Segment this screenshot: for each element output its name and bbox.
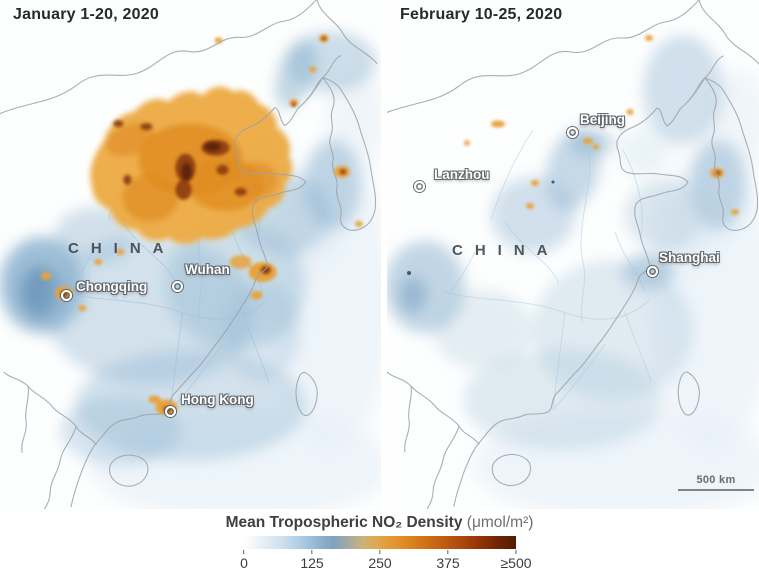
map-panel-february: February 10-25, 2020 CHINA Lanzhou Beiji… (387, 0, 759, 509)
tick-mark (243, 550, 245, 554)
scale-bar: 500 km (678, 474, 754, 491)
colorbar-ticks: 0 125 250 375 ≥500 (240, 549, 532, 573)
tick-label: 375 (436, 555, 460, 571)
tick-label: 0 (240, 555, 248, 571)
city-label-beijing: Beijing (580, 112, 626, 127)
city-marker-shanghai (647, 266, 658, 277)
colorbar-tick-375: 375 (436, 549, 460, 571)
city-label-chongqing: Chongqing (76, 279, 148, 294)
tick-label: 125 (300, 555, 324, 571)
city-label-lanzhou: Lanzhou (434, 167, 490, 182)
colorbar: 0 125 250 375 ≥500 (240, 536, 532, 573)
tick-mark (447, 550, 449, 554)
city-label-wuhan: Wuhan (185, 262, 230, 277)
city-marker-hong-kong (165, 406, 176, 417)
city-label-shanghai: Shanghai (659, 250, 720, 265)
colorbar-tick-250: 250 (368, 549, 392, 571)
map-february (387, 0, 759, 509)
no2-pollution-layer (407, 35, 739, 275)
city-marker-chongqing (61, 290, 72, 301)
colorbar-tick-0: 0 (240, 549, 248, 571)
city-label-hong-kong: Hong Kong (181, 392, 254, 407)
legend-title-text: Mean Tropospheric NO₂ Density (225, 514, 463, 531)
country-label-china-right: CHINA (452, 242, 560, 259)
no2-blue-haze-layer (387, 35, 746, 450)
no2-pollution-layer (41, 34, 363, 416)
legend-title: Mean Tropospheric NO₂ Density (μmol/m²) (0, 514, 759, 532)
scale-bar-label: 500 km (696, 474, 736, 486)
city-marker-wuhan (172, 281, 183, 292)
tick-label: ≥500 (500, 555, 532, 571)
colorbar-gradient (244, 536, 516, 549)
map-panel-january: January 1-20, 2020 CHINA Chongqing Wuhan… (0, 0, 381, 509)
city-marker-lanzhou (414, 181, 425, 192)
city-marker-beijing (567, 127, 578, 138)
country-label-china-left: CHINA (68, 240, 176, 257)
map-january (0, 0, 381, 509)
scale-bar-line (678, 489, 754, 491)
tick-label: 250 (368, 555, 392, 571)
colorbar-tick-500: ≥500 (500, 549, 532, 571)
tick-mark (379, 550, 381, 554)
panel-title-january: January 1-20, 2020 (13, 6, 159, 23)
tick-mark (515, 550, 517, 554)
legend-units: (μmol/m²) (466, 514, 534, 531)
panel-title-february: February 10-25, 2020 (400, 6, 563, 23)
tick-mark (311, 550, 313, 554)
colorbar-tick-125: 125 (300, 549, 324, 571)
legend: Mean Tropospheric NO₂ Density (μmol/m²) … (0, 509, 759, 575)
